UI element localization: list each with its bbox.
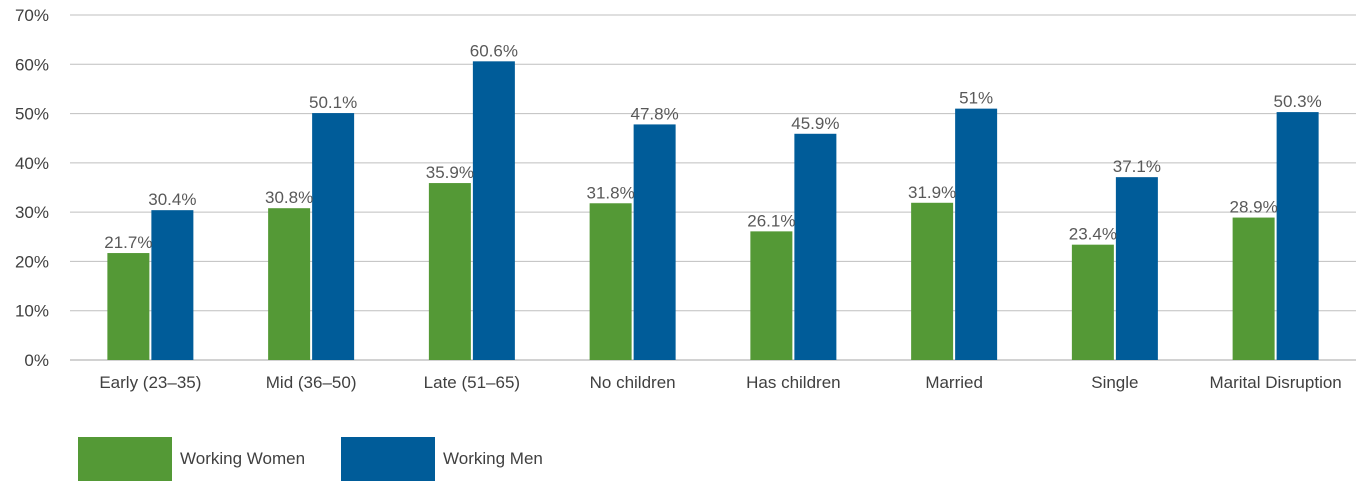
y-tick-label: 10% bbox=[15, 302, 49, 321]
bar-working-women-single bbox=[1071, 244, 1114, 360]
legend-label-working-women: Working Women bbox=[180, 449, 306, 468]
bar-chart: 0% 10% 20% 30% 40% 50% 60% 70% 21.7% 30.4% 30.8% 5… bbox=[15, 6, 1356, 392]
data-label-working-men-has-children: 45.9% bbox=[791, 114, 839, 133]
data-label-working-women-early-23-35: 21.7% bbox=[104, 233, 152, 252]
legend-label-working-men: Working Men bbox=[443, 449, 543, 468]
x-tick-label: No children bbox=[590, 373, 676, 392]
y-tick-label: 0% bbox=[24, 351, 49, 370]
bars bbox=[107, 61, 1319, 361]
bar-working-women-married bbox=[911, 202, 954, 360]
gridlines bbox=[70, 14, 1356, 361]
bar-working-men-no-children bbox=[633, 124, 676, 361]
bar-working-men-mid-36-50 bbox=[312, 113, 355, 360]
bar-working-men-early-23-35 bbox=[151, 210, 194, 360]
bar-working-men-late-51-65 bbox=[472, 61, 515, 360]
data-label-working-men-married: 51% bbox=[959, 89, 993, 108]
bar-working-women-no-children bbox=[589, 203, 632, 360]
x-tick-label: Married bbox=[925, 373, 983, 392]
data-label-working-men-single: 37.1% bbox=[1113, 157, 1161, 176]
bar-working-men-marital-disruption bbox=[1276, 112, 1319, 360]
x-tick-label: Early (23–35) bbox=[99, 373, 201, 392]
legend-item-working-women: Working Women bbox=[78, 437, 305, 481]
y-tick-label: 20% bbox=[15, 252, 49, 271]
x-tick-label: Has children bbox=[746, 373, 841, 392]
data-label-working-women-married: 31.9% bbox=[908, 183, 956, 202]
legend-item-working-men: Working Men bbox=[341, 437, 543, 481]
bar-working-women-early-23-35 bbox=[107, 253, 150, 360]
legend-swatch-working-men bbox=[341, 437, 436, 481]
data-label-working-women-late-51-65: 35.9% bbox=[426, 163, 474, 182]
y-tick-label: 40% bbox=[15, 154, 49, 173]
data-label-working-men-marital-disruption: 50.3% bbox=[1274, 92, 1322, 111]
y-tick-label: 70% bbox=[15, 6, 49, 25]
x-tick-label: Late (51–65) bbox=[424, 373, 520, 392]
x-axis: Early (23–35) Mid (36–50) Late (51–65) No c… bbox=[99, 373, 1341, 392]
data-label-working-men-early-23-35: 30.4% bbox=[148, 190, 196, 209]
data-label-working-women-has-children: 26.1% bbox=[747, 211, 795, 230]
x-tick-label: Marital Disruption bbox=[1209, 373, 1341, 392]
bar-working-women-has-children bbox=[750, 231, 793, 360]
data-label-working-women-single: 23.4% bbox=[1069, 225, 1117, 244]
bar-working-men-has-children bbox=[794, 133, 837, 360]
data-labels: 21.7% 30.4% 30.8% 50.1% 35.9% 60.6% 31.8% 47.8%… bbox=[104, 41, 1321, 252]
x-tick-label: Mid (36–50) bbox=[266, 373, 357, 392]
y-axis: 0% 10% 20% 30% 40% 50% 60% 70% bbox=[15, 6, 49, 370]
bar-working-women-late-51-65 bbox=[428, 183, 471, 360]
y-tick-label: 60% bbox=[15, 55, 49, 74]
data-label-working-men-no-children: 47.8% bbox=[631, 104, 679, 123]
y-tick-label: 30% bbox=[15, 203, 49, 222]
bar-working-men-single bbox=[1115, 177, 1158, 360]
x-tick-label: Single bbox=[1091, 373, 1138, 392]
data-label-working-women-no-children: 31.8% bbox=[587, 183, 635, 202]
legend-swatch-working-women bbox=[78, 437, 172, 481]
data-label-working-men-late-51-65: 60.6% bbox=[470, 41, 518, 60]
data-label-working-women-mid-36-50: 30.8% bbox=[265, 188, 313, 207]
legend: Working Women Working Men bbox=[78, 436, 579, 482]
bar-working-women-mid-36-50 bbox=[268, 208, 311, 360]
bar-working-men-married bbox=[955, 108, 998, 361]
y-tick-label: 50% bbox=[15, 105, 49, 124]
data-label-working-men-mid-36-50: 50.1% bbox=[309, 93, 357, 112]
data-label-working-women-marital-disruption: 28.9% bbox=[1230, 198, 1278, 217]
bar-working-women-marital-disruption bbox=[1232, 217, 1275, 360]
